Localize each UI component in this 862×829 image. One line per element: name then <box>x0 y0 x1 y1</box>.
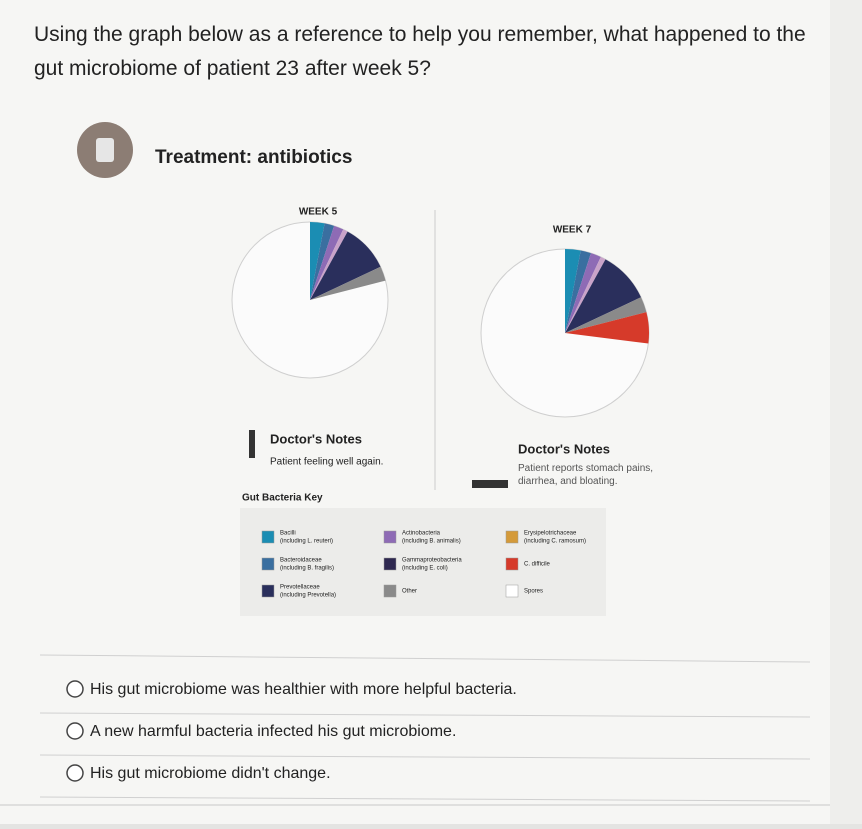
option-text[interactable]: A new harmful bacteria infected his gut … <box>90 723 456 740</box>
separator <box>39 654 811 663</box>
pie-slice <box>310 223 335 300</box>
key-swatch <box>261 557 275 571</box>
pie-slice <box>565 256 606 333</box>
pie-slice <box>310 222 325 300</box>
key-swatch <box>261 530 275 544</box>
key-swatch <box>383 584 397 598</box>
pie-slice <box>565 259 642 333</box>
key-detail: (including C. ramosum) <box>524 539 586 545</box>
pill-icon <box>96 138 114 162</box>
bed-icon <box>472 480 508 488</box>
pie-slice <box>565 253 601 333</box>
pie-slice <box>310 266 386 300</box>
pie-slice <box>565 297 647 333</box>
separator <box>39 754 811 760</box>
key-detail: (including B. fragilis) <box>280 566 334 572</box>
key-detail: (including Prevotella) <box>280 593 336 599</box>
charts: WEEK 5 WEEK 7 <box>231 207 650 418</box>
key-detail: (including B. animalis) <box>402 539 461 545</box>
note-heading: Doctor's Notes <box>518 441 610 456</box>
question: Using the graph below as a reference to … <box>34 23 806 80</box>
key-swatch <box>505 557 519 571</box>
note-text: Patient feeling well again. <box>270 457 383 468</box>
options: His gut microbiome was healthier with mo… <box>39 680 811 802</box>
question-box: Using the graph below as a reference to … <box>34 23 806 80</box>
note-box: Patient reports stomach pains, diarrhea,… <box>518 463 654 487</box>
pie-slice <box>310 231 381 300</box>
key-detail: (including L. reuteri) <box>280 539 333 545</box>
radio-button[interactable] <box>66 764 84 782</box>
key-box <box>240 508 606 616</box>
radio-button[interactable] <box>66 722 84 740</box>
treatment: Treatment: antibiotics <box>155 147 352 168</box>
option-text[interactable]: His gut microbiome didn't change. <box>90 765 331 782</box>
key-name: Spores <box>524 589 543 595</box>
key-name: Bacteroidaceae <box>280 558 322 564</box>
separator <box>39 796 811 802</box>
key-name: Actinobacteria <box>402 531 441 537</box>
note-icon <box>249 430 255 458</box>
chart-title: WEEK 7 <box>553 225 592 236</box>
key-name: Gammaproteobacteria <box>402 558 462 564</box>
pie-slice <box>565 312 649 344</box>
key-swatch <box>261 584 275 598</box>
separator <box>39 712 811 718</box>
key-swatch <box>505 584 519 598</box>
key-title: Gut Bacteria Key <box>242 493 323 504</box>
key-swatch <box>505 530 519 544</box>
pie-slice <box>565 250 591 333</box>
pie-slice <box>310 229 348 300</box>
key-swatch <box>383 557 397 571</box>
key-name: Other <box>402 589 417 595</box>
key-swatch <box>383 530 397 544</box>
chart-title: WEEK 5 <box>299 207 338 218</box>
key-detail: (including E. coli) <box>402 566 448 572</box>
note-text: Patient reports stomach pains, diarrhea,… <box>518 463 654 487</box>
key-name: C. difficile <box>524 562 551 568</box>
key: Bacilli (including L. reuteri) Bacteroidac… <box>261 530 586 599</box>
pie-slice <box>565 249 581 333</box>
note-heading: Doctor's Notes <box>270 431 362 446</box>
key-name: Erysipelotrichaceae <box>524 531 577 537</box>
option-text[interactable]: His gut microbiome was healthier with mo… <box>90 681 517 698</box>
panel <box>0 0 830 824</box>
radio-button[interactable] <box>66 680 84 698</box>
key-name: Bacilli <box>280 531 296 537</box>
key-name: Prevotellaceae <box>280 585 320 591</box>
pie-slice <box>310 225 344 300</box>
